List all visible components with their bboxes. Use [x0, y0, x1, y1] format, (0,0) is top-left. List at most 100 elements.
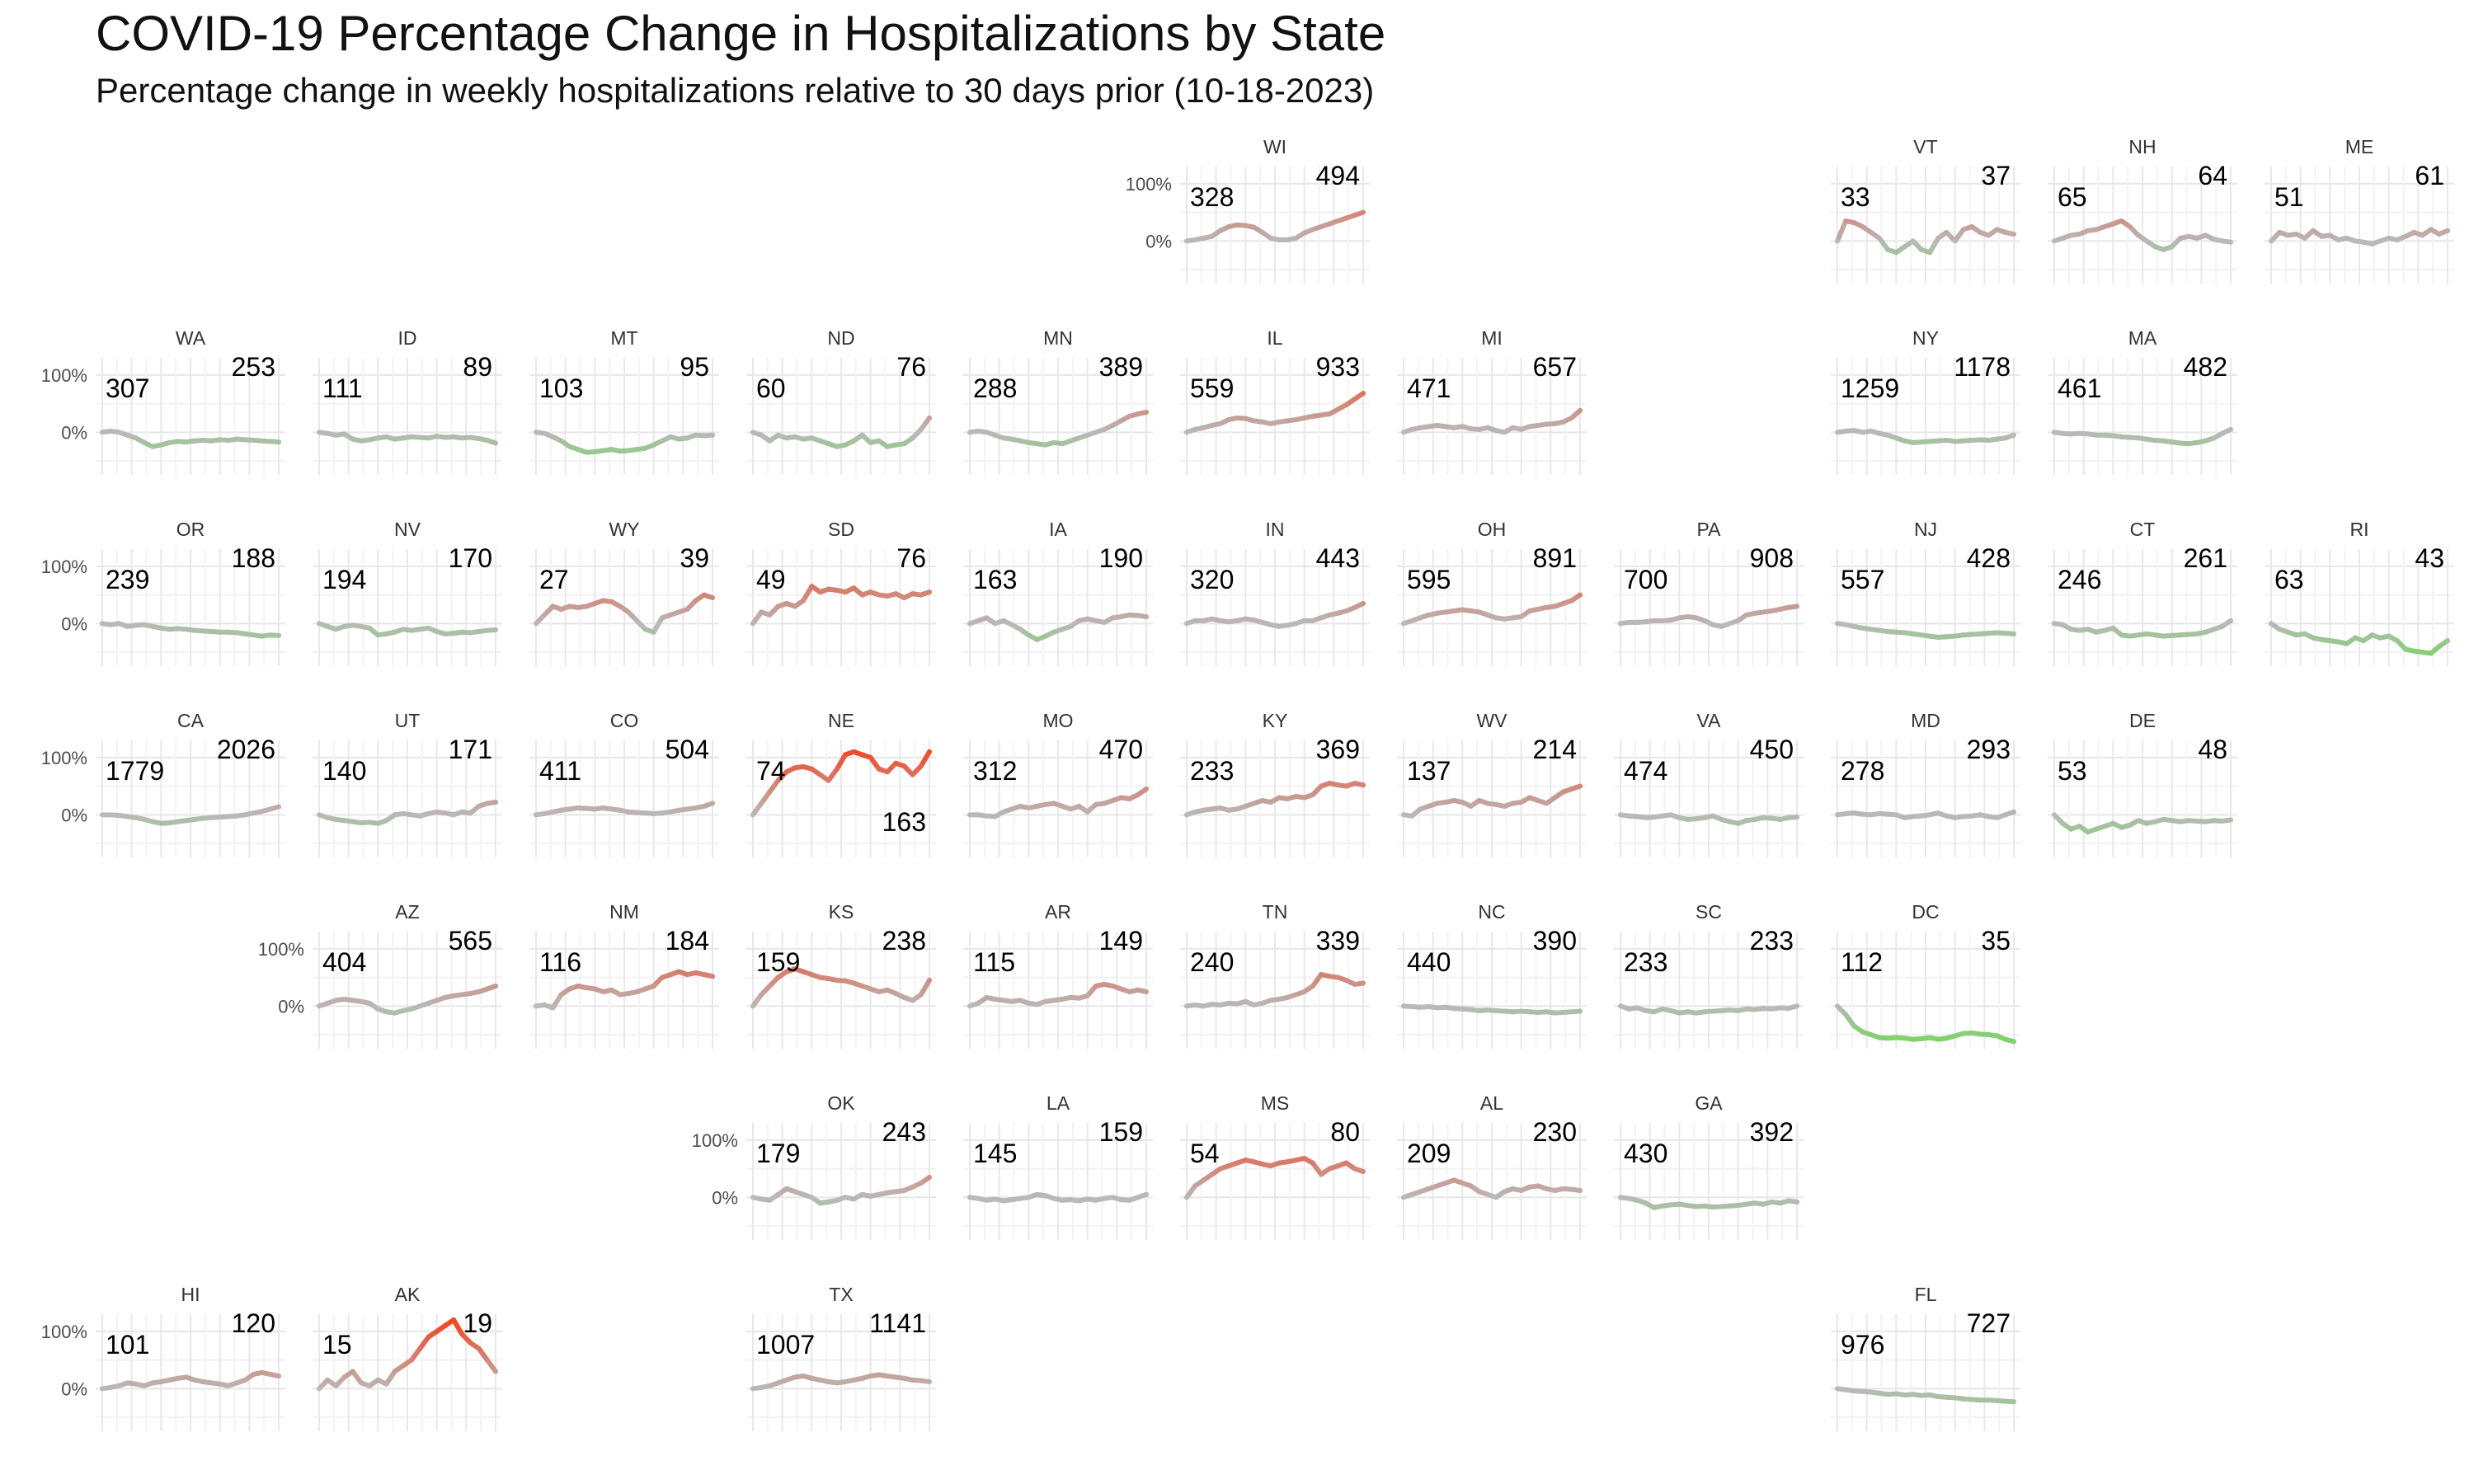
data-point — [1960, 1396, 1966, 1402]
panel-label-sc: SC — [1696, 901, 1722, 923]
panel-label-ny: NY — [1912, 327, 1939, 349]
data-point — [1076, 995, 1082, 1001]
data-point — [1018, 627, 1023, 632]
start-count-label: 116 — [539, 947, 581, 977]
data-point — [1860, 1388, 1865, 1394]
data-point — [868, 986, 873, 992]
data-point — [1026, 1000, 1032, 1006]
panel-label-md: MD — [1911, 710, 1940, 731]
data-point — [1076, 803, 1082, 809]
data-point — [2386, 633, 2392, 639]
data-point — [809, 435, 815, 441]
data-point — [1217, 228, 1223, 233]
data-point — [2310, 635, 2316, 641]
data-point — [400, 435, 406, 441]
data-point — [1885, 1392, 1891, 1397]
data-point — [1893, 435, 1899, 441]
data-point — [1009, 998, 1014, 1004]
data-point — [2011, 809, 2016, 815]
data-point — [1952, 815, 1958, 820]
data-point — [234, 813, 240, 819]
data-point — [1493, 615, 1499, 621]
data-point — [183, 818, 189, 824]
data-point — [2310, 228, 2316, 233]
data-point — [1927, 812, 1933, 818]
data-point — [1902, 244, 1907, 250]
data-point — [567, 806, 572, 812]
data-point — [1960, 632, 1966, 638]
data-point — [1009, 622, 1014, 627]
data-point — [651, 442, 656, 448]
data-point — [1409, 1191, 1415, 1197]
panel-ri: RI 63 43 — [2265, 519, 2454, 666]
data-point — [710, 595, 715, 601]
data-point — [792, 765, 797, 771]
data-point — [1902, 1392, 1907, 1397]
data-point — [1944, 1394, 1950, 1400]
data-point — [2135, 435, 2141, 441]
data-point — [634, 810, 640, 815]
end-count-label: 76 — [896, 543, 926, 573]
data-point — [167, 1377, 172, 1383]
panel-ak: AK 15 19 — [313, 1284, 502, 1431]
data-point — [125, 623, 130, 629]
data-point — [775, 1380, 781, 1386]
panel-label-wa: WA — [176, 327, 206, 349]
data-point — [1310, 413, 1315, 419]
data-point — [1843, 622, 1849, 627]
data-point — [167, 439, 172, 445]
data-point — [1235, 222, 1240, 228]
data-point — [1693, 1204, 1699, 1209]
data-point — [1659, 813, 1665, 819]
data-point — [984, 430, 990, 435]
data-point — [1192, 618, 1198, 623]
data-point — [542, 430, 548, 436]
data-point — [1769, 1199, 1775, 1205]
data-point — [1860, 811, 1865, 817]
panel-label-nd: ND — [827, 327, 854, 349]
data-point — [2319, 233, 2325, 239]
end-count-label: 230 — [1533, 1117, 1577, 1147]
data-point — [2002, 229, 2008, 235]
data-point — [1843, 218, 1849, 223]
data-point — [851, 438, 857, 444]
data-point — [1761, 1201, 1766, 1207]
data-point — [442, 1322, 448, 1328]
data-point — [859, 984, 865, 989]
data-point — [542, 810, 548, 816]
data-point — [1000, 618, 1006, 623]
data-point — [2102, 627, 2108, 633]
data-point — [417, 1003, 423, 1009]
data-point — [1876, 235, 1882, 241]
data-point — [1042, 633, 1048, 639]
data-point — [183, 1374, 189, 1380]
y-tick-label: 100% — [692, 1130, 738, 1151]
data-point — [1118, 418, 1124, 424]
panel-label-ct: CT — [2130, 519, 2156, 540]
data-point — [1668, 1007, 1674, 1013]
data-point — [1944, 634, 1950, 640]
data-point — [634, 989, 640, 994]
data-point — [1209, 233, 1215, 239]
data-point — [1327, 411, 1333, 417]
data-point — [984, 994, 990, 1000]
panel-label-il: IL — [1267, 327, 1282, 349]
data-point — [1910, 631, 1916, 636]
data-point — [558, 992, 564, 998]
data-point — [1268, 998, 1273, 1003]
data-point — [2152, 438, 2158, 444]
data-point — [927, 1378, 932, 1384]
data-point — [825, 975, 831, 981]
series-segment — [801, 584, 815, 603]
data-point — [1476, 1007, 1482, 1013]
y-tick-label: 0% — [61, 422, 87, 443]
data-point — [843, 1195, 849, 1200]
data-point — [1552, 1187, 1558, 1193]
end-count-label: 428 — [1967, 543, 2011, 573]
data-point — [1327, 612, 1333, 618]
data-point — [2344, 641, 2349, 646]
data-point — [259, 438, 265, 444]
panel-nc: NC 440 390 — [1397, 901, 1587, 1049]
end-count-label: 233 — [1750, 926, 1794, 956]
data-point — [1000, 435, 1006, 441]
